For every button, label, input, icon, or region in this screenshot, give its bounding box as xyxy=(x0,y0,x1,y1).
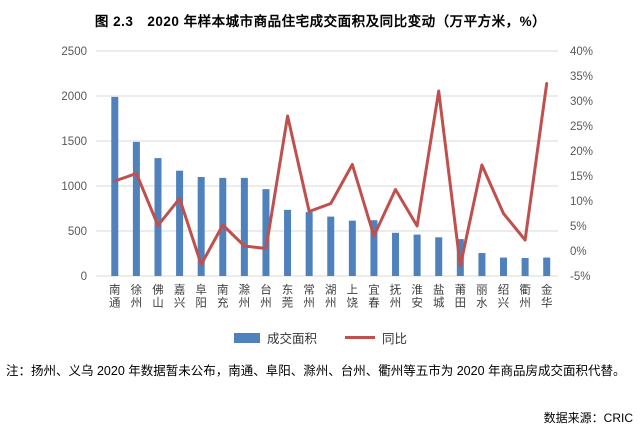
category-label-徐州: 州 xyxy=(131,297,143,310)
category-label-南通: 南 xyxy=(109,283,121,297)
right-axis-tick-label: 25% xyxy=(570,121,593,133)
category-label-丽水: 丽 xyxy=(476,285,488,297)
bar-阜阳 xyxy=(197,177,205,276)
bar-常州 xyxy=(305,212,313,276)
chart-title: 图 2.3 2020 年样本城市商品住宅成交面积及同比变动（万平方米，%） xyxy=(94,14,547,29)
bar-上饶 xyxy=(348,220,356,276)
category-label-嘉兴: 兴 xyxy=(174,297,186,310)
category-label-阜阳: 阜 xyxy=(195,284,207,297)
category-label-上饶: 饶 xyxy=(347,297,359,310)
category-label-金华: 金 xyxy=(541,283,553,297)
category-label-徐州: 徐 xyxy=(131,283,143,297)
category-label-盐城: 城 xyxy=(433,297,445,310)
bar-丽水 xyxy=(478,253,486,276)
bar-宜春 xyxy=(370,220,378,276)
category-label-上饶: 上 xyxy=(347,284,359,297)
category-label-阜阳: 阳 xyxy=(195,297,207,310)
bar-抚州 xyxy=(392,232,400,276)
right-axis-tick-label: 5% xyxy=(570,221,587,233)
category-label-常州: 常 xyxy=(303,284,315,297)
category-label-东莞: 莞 xyxy=(282,297,294,310)
bar-徐州 xyxy=(132,141,140,276)
right-axis-tick-label: 40% xyxy=(570,46,593,58)
category-label-宜春: 宜 xyxy=(368,283,380,297)
category-label-抚州: 州 xyxy=(390,297,402,310)
bar-series-swatch xyxy=(233,332,260,343)
right-axis-tick-label: 30% xyxy=(570,96,593,108)
bar-金华 xyxy=(543,257,551,276)
right-axis-tick-label: 35% xyxy=(570,71,593,83)
category-label-盐城: 盐 xyxy=(433,284,445,297)
bar-东莞 xyxy=(284,209,292,276)
left-axis-tick-label: 500 xyxy=(68,226,87,238)
category-label-淮安: 安 xyxy=(411,296,423,310)
chart-legend: 成交面积 同比 xyxy=(0,328,641,347)
category-label-抚州: 抚 xyxy=(390,283,402,297)
line-series-swatch xyxy=(345,336,375,339)
bar-台州 xyxy=(262,189,270,276)
bar-佛山 xyxy=(154,158,162,276)
category-label-丽水: 水 xyxy=(476,297,488,310)
category-label-台州: 台 xyxy=(260,283,272,297)
category-label-南通: 通 xyxy=(109,297,121,310)
category-label-莆田: 田 xyxy=(455,298,467,310)
category-label-东莞: 东 xyxy=(282,284,294,297)
left-axis-tick-label: 0 xyxy=(81,271,87,283)
legend-item-area: 成交面积 xyxy=(233,328,317,347)
category-label-金华: 华 xyxy=(541,296,553,310)
bar-line-chart: 0 500 1000 1500 2000 2500 -5% 0% 5% 10% 15% 20% 25% 3… xyxy=(61,46,593,310)
right-axis-tick-label: -5% xyxy=(570,271,590,283)
category-label-绍兴: 兴 xyxy=(498,297,510,310)
left-axis-tick-label: 2000 xyxy=(61,91,87,103)
data-source: 数据来源：CRIC xyxy=(543,411,633,425)
category-label-衢州: 州 xyxy=(519,297,531,310)
right-axis-tick-label: 20% xyxy=(570,146,593,158)
category-label-南充: 充 xyxy=(217,296,229,310)
category-label-衢州: 衢 xyxy=(519,283,531,297)
category-label-莆田: 莆 xyxy=(455,284,467,297)
category-label-湖州: 湖 xyxy=(325,283,337,297)
category-label-佛山: 佛 xyxy=(152,284,164,297)
bar-湖州 xyxy=(327,216,335,276)
right-axis-tick-label: 0% xyxy=(570,246,587,258)
legend-line-label: 同比 xyxy=(382,332,408,346)
category-label-嘉兴: 嘉 xyxy=(174,284,186,297)
bar-南通 xyxy=(111,96,119,277)
bar-滁州 xyxy=(240,177,248,276)
category-label-滁州: 滁 xyxy=(239,283,251,297)
category-label-滁州: 州 xyxy=(239,297,251,310)
category-label-台州: 州 xyxy=(260,297,272,310)
bar-衢州 xyxy=(521,258,529,276)
right-axis-tick-label: 10% xyxy=(570,196,593,208)
category-label-南充: 南 xyxy=(217,283,229,297)
category-label-湖州: 州 xyxy=(325,297,337,310)
bar-嘉兴 xyxy=(176,170,184,276)
bar-盐城 xyxy=(435,237,443,276)
category-label-淮安: 淮 xyxy=(411,284,423,297)
category-label-宜春: 春 xyxy=(368,297,380,310)
category-label-绍兴: 绍 xyxy=(498,283,510,297)
legend-item-yoy: 同比 xyxy=(345,328,407,347)
left-axis-tick-label: 1500 xyxy=(61,136,87,148)
footnote: 注：扬州、义乌 2020 年数据暂未公布，南通、阜阳、滁州、台州、衢州等五市为 … xyxy=(6,364,626,378)
right-axis-tick-label: 15% xyxy=(570,171,593,183)
left-axis-tick-label: 1000 xyxy=(61,181,87,193)
category-label-佛山: 山 xyxy=(152,297,164,310)
figure-2-3: 图 2.3 2020 年样本城市商品住宅成交面积及同比变动（万平方米，%） 0 5… xyxy=(0,10,641,432)
yoy-line-series xyxy=(113,82,549,268)
category-label-常州: 州 xyxy=(303,297,315,310)
bar-绍兴 xyxy=(500,257,508,276)
bar-淮安 xyxy=(413,234,421,276)
left-axis-tick-label: 2500 xyxy=(61,46,87,58)
legend-bar-label: 成交面积 xyxy=(266,332,317,346)
